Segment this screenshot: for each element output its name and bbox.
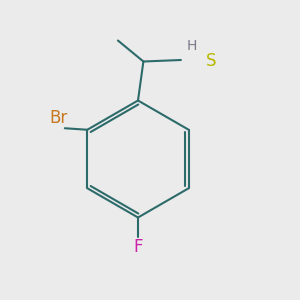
Text: H: H [186, 40, 196, 53]
Text: F: F [133, 238, 143, 256]
Text: S: S [206, 52, 216, 70]
Text: Br: Br [49, 109, 68, 127]
